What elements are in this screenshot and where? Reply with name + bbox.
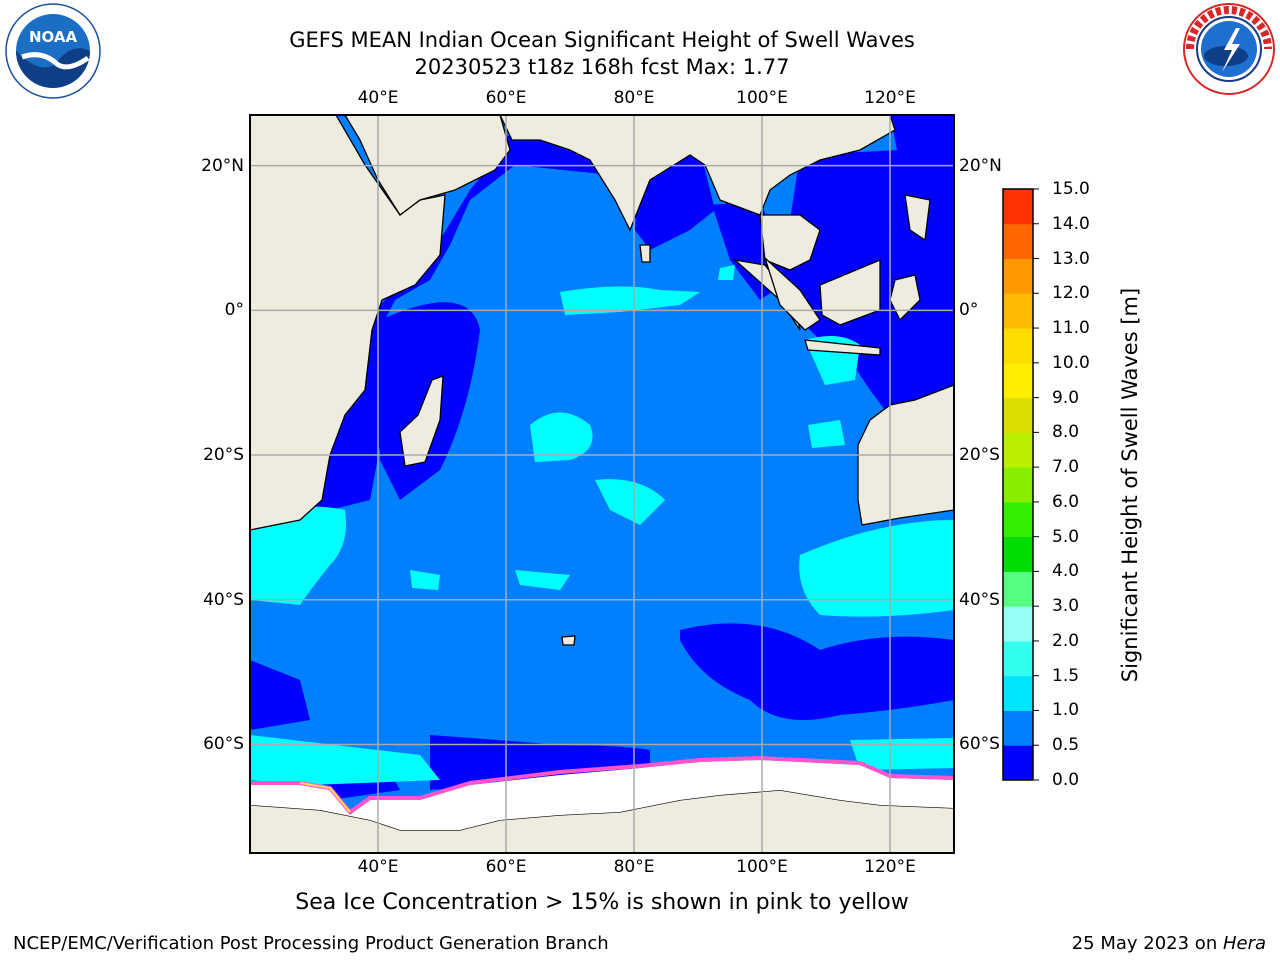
colorbar-tick-label: 2.0 — [1052, 630, 1080, 651]
lat-tick-right: 60°S — [959, 734, 1000, 755]
lat-tick-left: 20°N — [201, 155, 244, 176]
colorbar-cell — [1003, 397, 1033, 433]
lon-tick-bottom: 40°E — [357, 857, 399, 877]
colorbar-cell — [1003, 710, 1033, 746]
land-masses — [250, 115, 954, 853]
colorbar-tick-label: 0.5 — [1052, 735, 1080, 756]
colorbar-cell — [1003, 640, 1033, 677]
colorbar-cell — [1003, 189, 1033, 225]
map-frame — [249, 114, 955, 854]
lon-tick-top: 60°E — [485, 88, 527, 108]
chart-subtitle: 20230523 t18z 168h fcst Max: 1.77 — [414, 55, 790, 79]
colorbar-cell — [1003, 501, 1033, 538]
sea-ice-note: Sea Ice Concentration > 15% is shown in … — [295, 890, 909, 915]
colorbar-cell — [1003, 293, 1033, 329]
lon-tick-top: 120°E — [864, 88, 916, 108]
colorbar-tick-label: 7.0 — [1052, 457, 1080, 478]
colorbar-tick-label: 1.5 — [1052, 665, 1080, 686]
sea-ice — [250, 760, 954, 830]
colorbar-tick-label: 4.0 — [1052, 561, 1080, 582]
lon-tick-bottom: 100°E — [736, 857, 788, 877]
lon-tick-top: 80°E — [613, 88, 655, 108]
lon-tick-bottom: 120°E — [864, 857, 916, 877]
lat-tick-right: 0° — [959, 300, 979, 321]
lat-tick-left: 40°S — [203, 589, 244, 610]
colorbar-tick-label: 10.0 — [1052, 352, 1090, 373]
colorbar-cell — [1003, 675, 1033, 711]
colorbar-tick-label: 12.0 — [1052, 283, 1090, 304]
colorbar-tick-label: 5.0 — [1052, 526, 1080, 547]
footer-machine: Hera — [1222, 933, 1266, 954]
colorbar-cell — [1003, 606, 1033, 642]
colorbar-tick-label: 3.0 — [1052, 596, 1080, 617]
lon-tick-top: 40°E — [357, 88, 399, 108]
colorbar-tick-label: 14.0 — [1052, 213, 1090, 234]
colorbar-cell — [1003, 258, 1033, 294]
lat-tick-right: 20°S — [959, 445, 1000, 466]
colorbar-tick-label: 6.0 — [1052, 491, 1080, 512]
lat-tick-right: 40°S — [959, 589, 1000, 610]
colorbar-label: Significant Height of Swell Waves [m] — [1118, 287, 1142, 683]
noaa-logo: NOAA — [5, 3, 101, 99]
colorbar-cell — [1003, 571, 1033, 607]
colorbar-tick-label: 15.0 — [1052, 179, 1090, 199]
colorbar-cell — [1003, 745, 1033, 781]
lon-tick-bottom: 60°E — [485, 857, 527, 877]
noaa-logo-text: NOAA — [29, 28, 78, 46]
lat-tick-left: 60°S — [203, 734, 244, 755]
lat-tick-left: 20°S — [203, 445, 244, 466]
lat-tick-right: 20°N — [959, 155, 1002, 176]
lon-tick-bottom: 80°E — [613, 857, 655, 877]
colorbar-tick-label: 8.0 — [1052, 422, 1080, 443]
colorbar-tick-label: 11.0 — [1052, 318, 1090, 339]
colorbar-cell — [1003, 536, 1033, 572]
colorbar-cell — [1003, 467, 1033, 503]
colorbar-cell — [1003, 362, 1033, 399]
moderate-swell-regions — [250, 265, 954, 785]
footer-date: 25 May 2023 on Hera — [1072, 933, 1266, 954]
colorbar-cell — [1003, 432, 1033, 468]
lon-tick-top: 100°E — [736, 88, 788, 108]
colorbar-cell — [1003, 328, 1033, 364]
footer-date-text: 25 May 2023 on — [1071, 933, 1223, 954]
map-gridlines — [250, 115, 954, 853]
colorbar-tick-label: 9.0 — [1052, 387, 1080, 408]
colorbar-tick-label: 0.0 — [1052, 770, 1080, 790]
colorbar-tick-label: 13.0 — [1052, 248, 1090, 269]
colorbar-cell — [1003, 223, 1033, 260]
colorbar-tick-label: 1.0 — [1052, 700, 1080, 721]
footer-credit: NCEP/EMC/Verification Post Processing Pr… — [13, 933, 609, 954]
nws-logo — [1183, 3, 1275, 95]
lat-tick-left: 0° — [224, 300, 244, 321]
chart-title: GEFS MEAN Indian Ocean Significant Heigh… — [289, 28, 915, 52]
